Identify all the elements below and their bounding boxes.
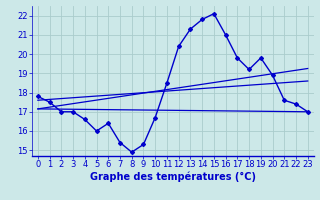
X-axis label: Graphe des températures (°C): Graphe des températures (°C): [90, 172, 256, 182]
